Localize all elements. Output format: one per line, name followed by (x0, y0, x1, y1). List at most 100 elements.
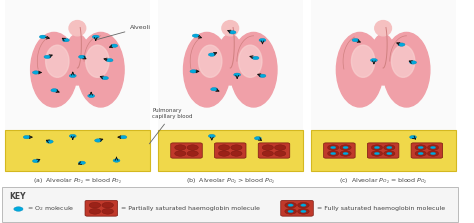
Circle shape (352, 38, 359, 42)
FancyBboxPatch shape (214, 143, 246, 158)
Circle shape (101, 76, 109, 80)
Circle shape (175, 151, 186, 156)
Text: = O$_2$ molecule: = O$_2$ molecule (27, 204, 74, 213)
Circle shape (69, 74, 76, 78)
Circle shape (229, 31, 236, 34)
Ellipse shape (64, 34, 90, 85)
Ellipse shape (199, 45, 222, 77)
FancyBboxPatch shape (85, 200, 118, 216)
Circle shape (371, 151, 383, 156)
Circle shape (231, 151, 242, 156)
Ellipse shape (238, 45, 262, 77)
Circle shape (69, 134, 76, 138)
Circle shape (298, 209, 309, 214)
Circle shape (285, 209, 296, 214)
Circle shape (374, 146, 380, 149)
Circle shape (259, 74, 266, 78)
Circle shape (262, 151, 273, 156)
FancyBboxPatch shape (324, 143, 355, 158)
Circle shape (328, 145, 339, 150)
Circle shape (32, 159, 39, 163)
Circle shape (88, 94, 95, 98)
Circle shape (371, 145, 383, 150)
Circle shape (190, 70, 197, 73)
Circle shape (113, 159, 120, 162)
Ellipse shape (46, 45, 69, 77)
Circle shape (187, 145, 198, 150)
Bar (158, 130, 303, 171)
Ellipse shape (183, 32, 230, 107)
Circle shape (301, 204, 306, 206)
Circle shape (234, 73, 241, 76)
Circle shape (89, 202, 100, 208)
Circle shape (210, 88, 218, 91)
Circle shape (415, 151, 426, 156)
FancyBboxPatch shape (411, 143, 443, 158)
Circle shape (371, 58, 377, 62)
Circle shape (102, 209, 113, 214)
FancyBboxPatch shape (171, 143, 202, 158)
Circle shape (39, 35, 46, 39)
Bar (158, 0, 303, 171)
Circle shape (95, 139, 101, 142)
Circle shape (255, 136, 261, 140)
Circle shape (187, 151, 198, 156)
Ellipse shape (371, 34, 396, 85)
FancyBboxPatch shape (367, 143, 399, 158)
Circle shape (430, 146, 436, 149)
Text: (b)  Alveolar $P_{O_2}$ > blood $P_{O_2}$: (b) Alveolar $P_{O_2}$ > blood $P_{O_2}$ (186, 176, 275, 186)
Circle shape (288, 210, 293, 213)
Circle shape (387, 146, 392, 149)
Ellipse shape (230, 32, 277, 107)
Circle shape (398, 43, 405, 46)
Circle shape (374, 152, 380, 155)
Circle shape (415, 145, 426, 150)
Circle shape (330, 146, 336, 149)
Ellipse shape (383, 32, 430, 107)
Circle shape (111, 44, 118, 47)
Circle shape (14, 207, 23, 211)
Circle shape (79, 161, 85, 165)
Circle shape (46, 140, 53, 143)
Circle shape (428, 145, 438, 150)
Circle shape (79, 55, 85, 59)
Circle shape (274, 151, 286, 156)
Circle shape (330, 152, 336, 155)
Text: (a)  Alveolar $P_{O_2}$ = blood $P_{O_2}$: (a) Alveolar $P_{O_2}$ = blood $P_{O_2}$ (33, 176, 122, 186)
Circle shape (384, 145, 395, 150)
Text: (c)  Alveolar $P_{O_2}$ = blood $P_{O_2}$: (c) Alveolar $P_{O_2}$ = blood $P_{O_2}$ (339, 176, 428, 186)
Circle shape (430, 152, 436, 155)
Circle shape (410, 61, 417, 64)
Circle shape (92, 35, 99, 39)
Text: = Fully saturated haemoglobin molecule: = Fully saturated haemoglobin molecule (317, 206, 445, 211)
Circle shape (192, 34, 199, 37)
Text: Alveoli: Alveoli (98, 25, 151, 39)
Ellipse shape (69, 21, 86, 36)
Circle shape (219, 151, 230, 156)
Circle shape (384, 151, 395, 156)
Text: Pulmonary
capillary blood: Pulmonary capillary blood (149, 108, 193, 144)
Circle shape (418, 146, 423, 149)
Circle shape (120, 135, 127, 139)
Circle shape (298, 202, 309, 208)
Circle shape (301, 210, 306, 213)
Circle shape (44, 55, 51, 59)
Ellipse shape (337, 32, 383, 107)
Circle shape (343, 146, 348, 149)
Circle shape (259, 38, 266, 42)
FancyBboxPatch shape (281, 200, 313, 216)
Circle shape (106, 58, 113, 62)
Ellipse shape (31, 32, 77, 107)
Circle shape (23, 135, 30, 139)
Circle shape (209, 134, 215, 138)
Circle shape (32, 71, 39, 74)
Bar (310, 130, 456, 171)
Circle shape (219, 145, 230, 150)
Circle shape (51, 89, 58, 92)
Text: KEY: KEY (9, 192, 26, 201)
Circle shape (340, 145, 351, 150)
Circle shape (175, 145, 186, 150)
Circle shape (387, 152, 392, 155)
Ellipse shape (77, 32, 124, 107)
Circle shape (102, 202, 113, 208)
